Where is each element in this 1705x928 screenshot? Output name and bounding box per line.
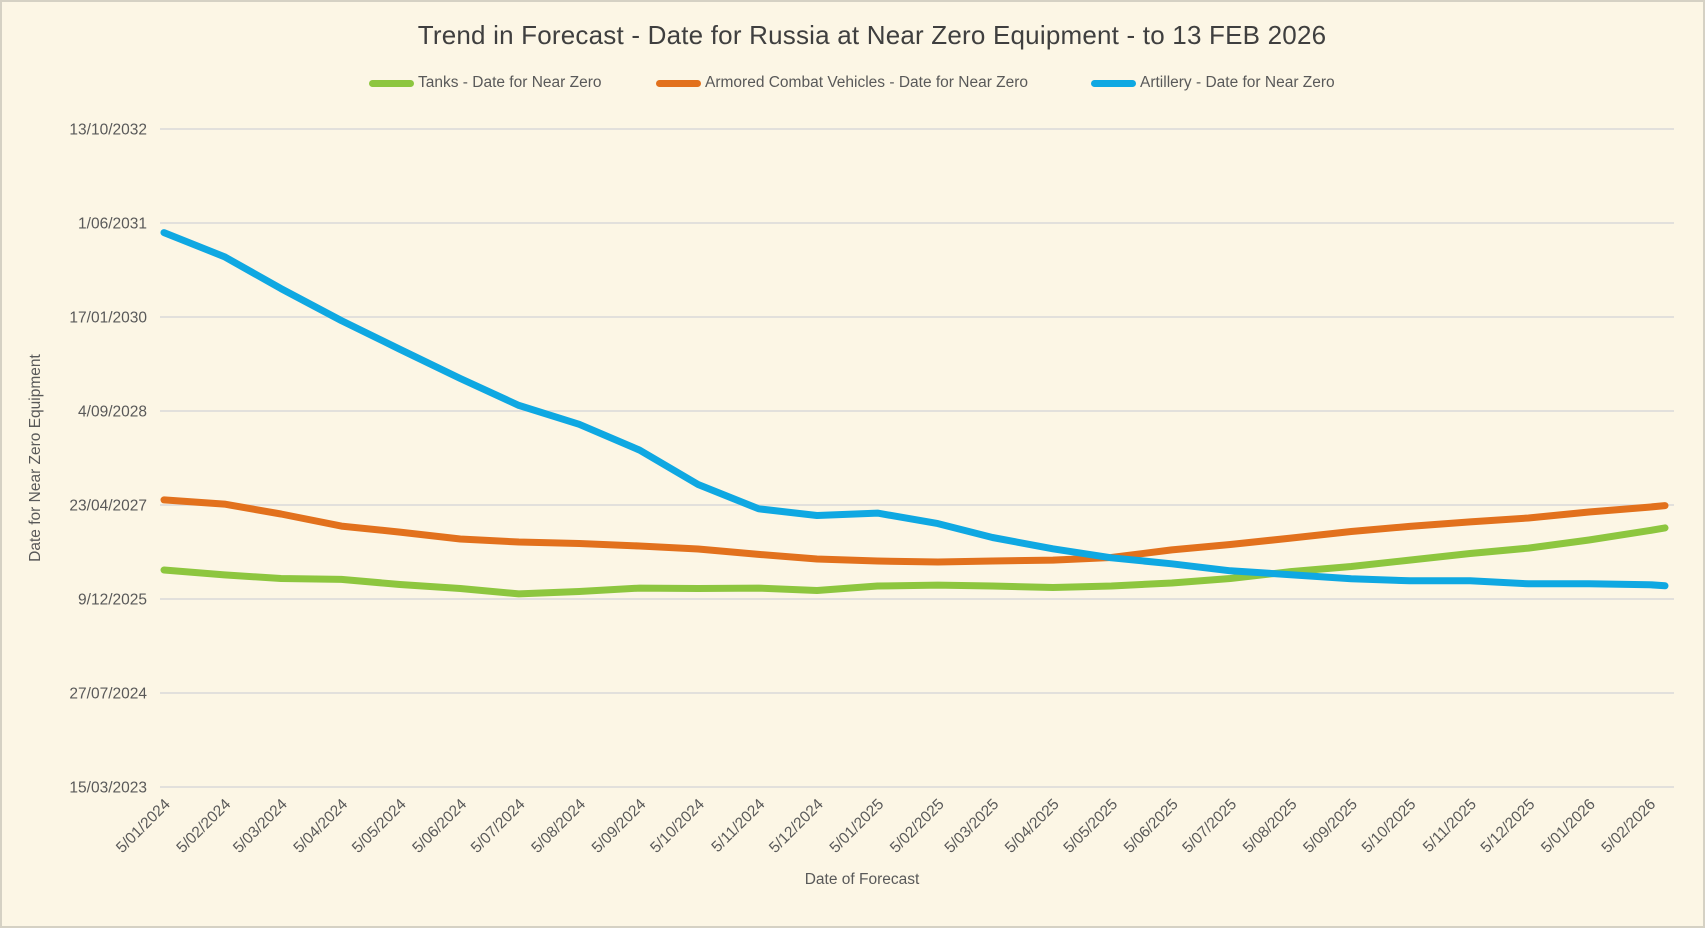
legend-swatch-tanks-icon xyxy=(369,79,414,87)
x-axis-title: Date of Forecast xyxy=(805,871,920,888)
y-tick-label: 9/12/2025 xyxy=(78,592,147,609)
x-tick-label: 5/09/2025 xyxy=(1300,796,1361,857)
x-tick-label: 5/02/2024 xyxy=(173,796,234,857)
legend: Tanks - Date for Near Zero Armored Comba… xyxy=(2,72,1703,96)
y-tick-label: 23/04/2027 xyxy=(69,498,147,515)
y-tick-label: 15/03/2023 xyxy=(69,780,147,797)
y-axis-tick-labels: 13/10/2032 1/06/2031 17/01/2030 4/09/2028 23… xyxy=(69,122,147,797)
x-tick-label: 5/03/2024 xyxy=(230,796,291,857)
x-tick-label: 5/01/2024 xyxy=(113,796,174,857)
x-tick-label: 5/02/2025 xyxy=(887,796,948,857)
x-tick-label: 5/05/2025 xyxy=(1060,796,1121,857)
series-line-armored[interactable] xyxy=(160,496,1669,566)
x-tick-label: 5/11/2025 xyxy=(1420,796,1480,856)
legend-label-artillery: Artillery - Date for Near Zero xyxy=(1140,74,1335,91)
legend-swatch-artillery-icon xyxy=(1091,79,1136,87)
legend-label-armored-combat-vehicles: Armored Combat Vehicles - Date for Near … xyxy=(705,74,1029,91)
x-tick-label: 5/04/2025 xyxy=(1002,796,1063,857)
y-tick-label: 27/07/2024 xyxy=(69,686,147,703)
legend-item-tanks[interactable]: Tanks - Date for Near Zero xyxy=(369,72,601,94)
x-tick-label: 5/11/2024 xyxy=(708,796,768,856)
y-tick-label: 17/01/2030 xyxy=(69,310,147,327)
x-tick-label: 5/04/2024 xyxy=(290,796,351,857)
x-tick-label: 5/10/2024 xyxy=(647,796,708,857)
x-tick-label: 5/08/2024 xyxy=(528,796,589,857)
x-tick-label: 5/10/2025 xyxy=(1359,796,1420,857)
series-line-artillery[interactable] xyxy=(160,229,1669,590)
x-tick-label: 5/02/2026 xyxy=(1598,796,1659,857)
legend-item-armored-combat-vehicles[interactable]: Armored Combat Vehicles - Date for Near … xyxy=(656,72,1028,94)
x-tick-label: 5/07/2025 xyxy=(1179,796,1240,857)
y-tick-label: 4/09/2028 xyxy=(78,404,147,421)
chart-title: Trend in Forecast - Date for Russia at N… xyxy=(417,20,1327,50)
y-tick-label: 13/10/2032 xyxy=(69,122,147,139)
legend-swatch-armored-combat-vehicles-icon xyxy=(656,79,701,87)
y-axis-title: Date for Near Zero Equipment xyxy=(27,353,44,561)
x-tick-label: 5/01/2025 xyxy=(827,796,888,857)
x-tick-label: 5/06/2024 xyxy=(409,796,470,857)
legend-item-artillery[interactable]: Artillery - Date for Near Zero xyxy=(1091,72,1335,94)
x-tick-label: 5/05/2024 xyxy=(349,796,410,857)
x-tick-label: 5/03/2025 xyxy=(942,796,1003,857)
x-tick-label: 5/08/2025 xyxy=(1240,796,1301,857)
x-tick-label: 5/06/2025 xyxy=(1121,796,1182,857)
x-tick-label: 5/12/2025 xyxy=(1478,796,1539,857)
x-tick-label: 5/09/2024 xyxy=(589,796,650,857)
legend-label-tanks: Tanks - Date for Near Zero xyxy=(418,74,602,91)
x-tick-label: 5/01/2026 xyxy=(1538,796,1599,857)
x-tick-label: 5/07/2024 xyxy=(468,796,529,857)
y-tick-label: 1/06/2031 xyxy=(78,216,147,233)
gridlines xyxy=(160,128,1674,788)
x-tick-label: 5/12/2024 xyxy=(766,796,827,857)
series-line-tanks[interactable] xyxy=(160,524,1669,598)
